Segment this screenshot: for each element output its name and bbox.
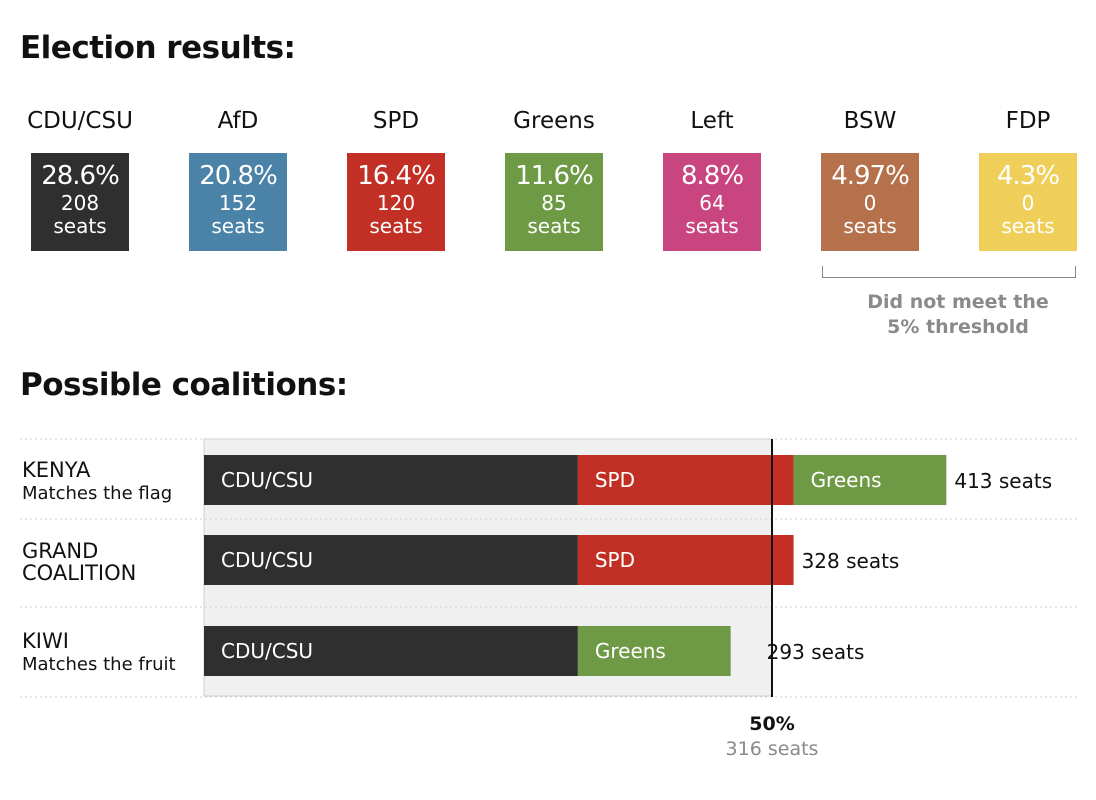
segment-label: SPD: [595, 468, 635, 492]
coalition-bar-segment: [204, 535, 578, 585]
vote-share: 4.3%: [996, 161, 1060, 191]
threshold-note-line-2: 5% threshold: [887, 316, 1029, 338]
party-name: AfD: [217, 108, 259, 134]
party-result-box: 20.8% 152 seats: [189, 153, 287, 251]
election-results-heading: Election results:: [20, 30, 296, 66]
vote-share: 16.4%: [357, 161, 436, 191]
majority-seats-label: 316 seats: [726, 738, 819, 760]
segment-label: SPD: [595, 548, 635, 572]
party-result-box: 4.3% 0 seats: [979, 153, 1077, 251]
seat-count: 120: [376, 191, 416, 215]
seats-label: seats: [1001, 214, 1055, 238]
seats-label: seats: [211, 214, 265, 238]
majority-percent-label: 50%: [749, 713, 794, 735]
seats-label: seats: [53, 214, 107, 238]
party-name: FDP: [1005, 108, 1051, 134]
threshold-note: Did not meet the 5% threshold: [830, 290, 1086, 340]
possible-coalitions-heading: Possible coalitions:: [20, 367, 348, 403]
vote-share: 28.6%: [41, 161, 120, 191]
party-name: CDU/CSU: [27, 108, 133, 134]
coalition-bar-segment: [577, 626, 731, 676]
coalition-title: KENYA: [22, 458, 91, 482]
party-name: Left: [690, 108, 734, 134]
party-result-box: 28.6% 208 seats: [31, 153, 129, 251]
party-result-box: 8.8% 64 seats: [663, 153, 761, 251]
segment-label: CDU/CSU: [221, 639, 313, 663]
coalition-bar-segment: [204, 455, 578, 505]
coalition-title: KIWI: [22, 629, 69, 653]
coalition-total-label: 413 seats: [954, 469, 1052, 493]
coalition-bar-segment: [204, 626, 578, 676]
coalition-bar-segment: [577, 535, 794, 585]
seats-label: seats: [369, 214, 423, 238]
coalition-total-label: 293 seats: [767, 640, 865, 664]
coalition-subtitle: Matches the fruit: [22, 654, 176, 675]
seat-count: 85: [541, 191, 567, 215]
seat-count: 0: [863, 191, 877, 215]
seats-label: seats: [527, 214, 581, 238]
coalition-title: GRAND: [22, 539, 98, 563]
party-result-box: 11.6% 85 seats: [505, 153, 603, 251]
segment-label: Greens: [811, 468, 882, 492]
seats-label: seats: [685, 214, 739, 238]
party-name: Greens: [513, 108, 595, 134]
party-result-box: 16.4% 120 seats: [347, 153, 445, 251]
seat-count: 0: [1021, 191, 1035, 215]
threshold-bracket: [822, 266, 1076, 278]
segment-label: CDU/CSU: [221, 548, 313, 572]
vote-share: 8.8%: [680, 161, 744, 191]
coalition-bar-segment: [793, 455, 947, 505]
coalition-title: COALITION: [22, 561, 136, 585]
party-name: SPD: [372, 108, 420, 134]
party-result-box: 4.97% 0 seats: [821, 153, 919, 251]
coalition-bar-segment: [577, 455, 794, 505]
seat-count: 64: [699, 191, 725, 215]
vote-share: 11.6%: [515, 161, 594, 191]
seats-label: seats: [843, 214, 897, 238]
seat-count: 152: [218, 191, 258, 215]
segment-label: Greens: [595, 639, 666, 663]
party-name: BSW: [843, 108, 897, 134]
seat-count: 208: [60, 191, 100, 215]
threshold-note-line-1: Did not meet the: [867, 291, 1049, 313]
vote-share: 4.97%: [831, 161, 910, 191]
vote-share: 20.8%: [199, 161, 278, 191]
segment-label: CDU/CSU: [221, 468, 313, 492]
coalition-total-label: 328 seats: [802, 549, 900, 573]
coalition-subtitle: Matches the flag: [22, 483, 172, 504]
